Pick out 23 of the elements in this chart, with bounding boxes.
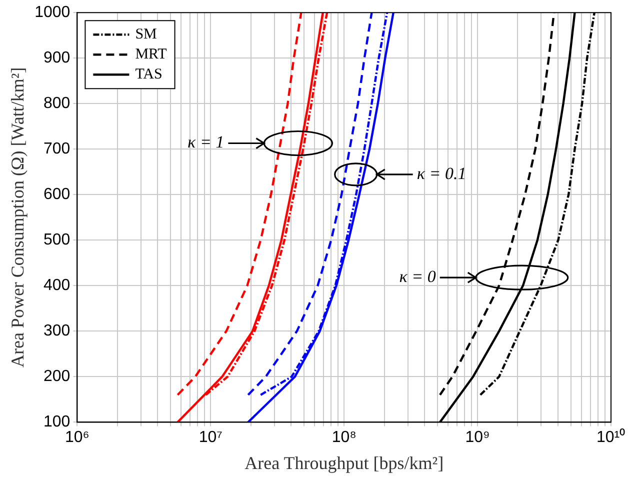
y-tick-label: 900 [43,50,70,67]
x-tick-label: 10⁸ [332,429,356,446]
y-tick-label: 100 [43,414,70,431]
y-tick-label: 800 [43,95,70,112]
y-tick-label: 300 [43,322,70,340]
annotation: κ = 0 [399,267,436,286]
y-tick-label: 600 [43,186,70,204]
y-axis-title: Area Power Consumption (Ω) [Watt/km²] [8,67,28,368]
annotation: κ = 1 [188,132,224,152]
legend-label: TAS [135,66,162,83]
annotation: κ = 0.1 [416,164,466,183]
y-tick-label: 400 [43,277,70,294]
x-tick-label: 10⁷ [198,429,223,446]
x-tick-label: 10¹⁰ [596,428,626,446]
legend-label: SM [135,26,157,43]
y-tick-label: 500 [43,232,70,249]
y-tick-label: 1000 [34,4,70,22]
y-tick-label: 700 [43,140,70,158]
legend-label: MRT [135,46,167,63]
y-tick-label: 200 [43,368,70,386]
x-tick-label: 10⁹ [465,429,490,446]
x-axis-title: Area Throughput [bps/km²] [244,452,444,473]
x-tick-label: 10⁶ [65,429,90,446]
